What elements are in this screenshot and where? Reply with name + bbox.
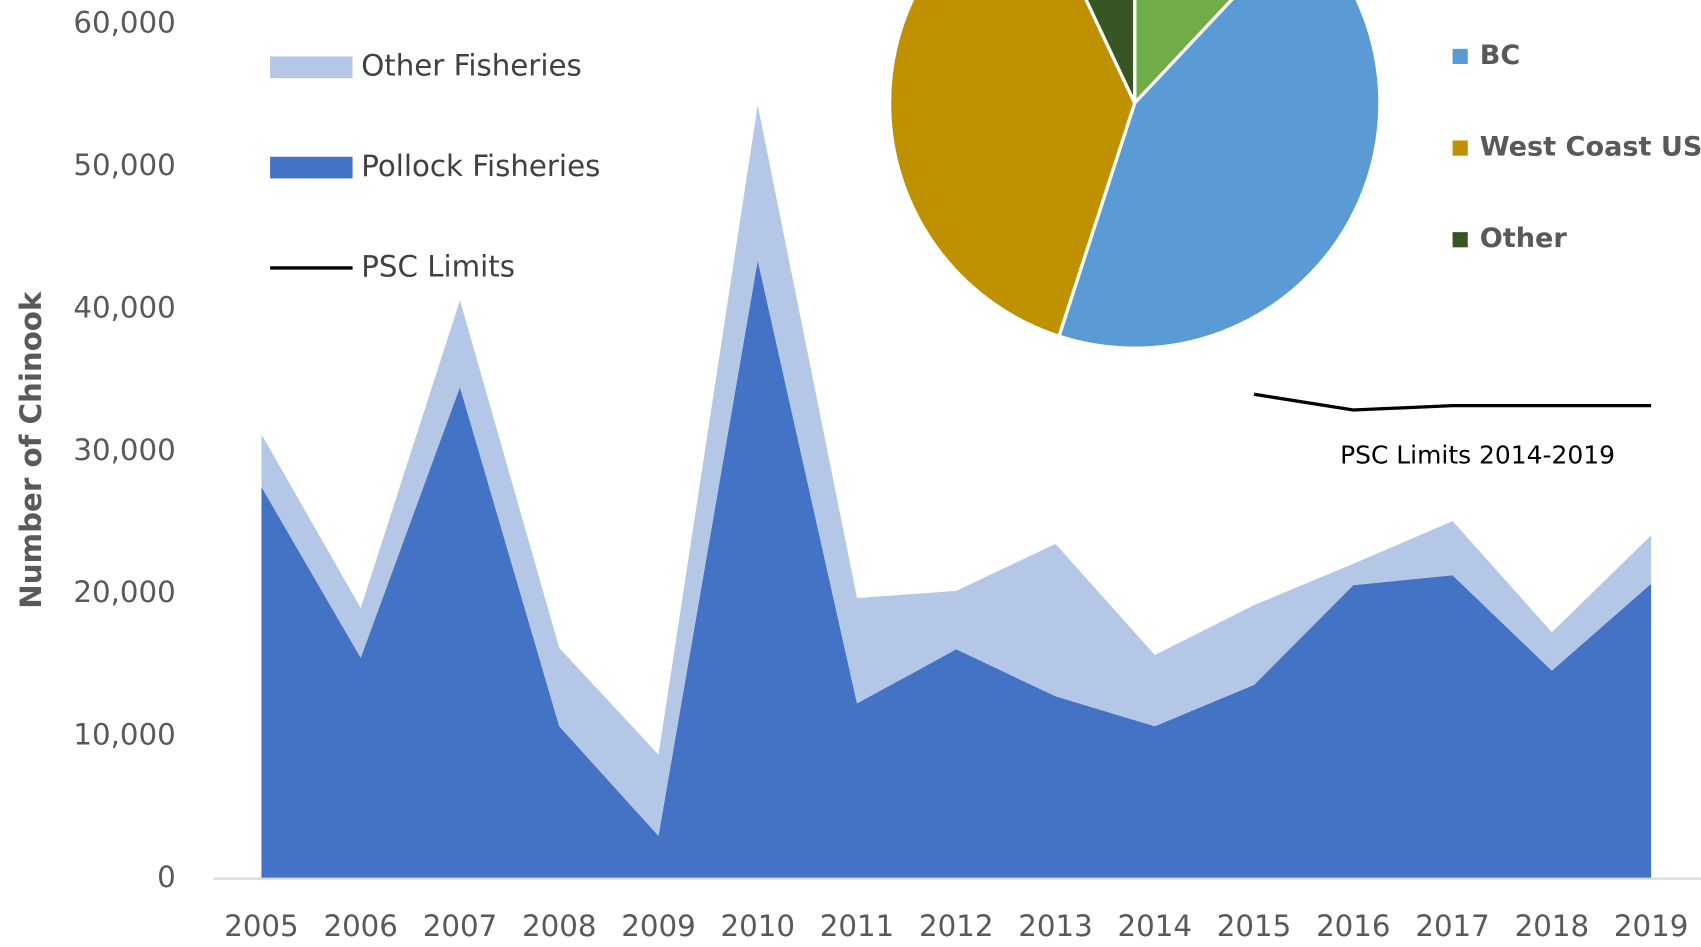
y-tick-label: 20,000	[73, 575, 175, 609]
legend-label: Pollock Fisheries	[361, 149, 600, 183]
y-tick-label: 0	[157, 860, 176, 894]
y-tick-label: 10,000	[73, 718, 175, 752]
legend-label: PSC Limits	[361, 249, 515, 283]
legend-label: West Coast US	[1480, 132, 1701, 163]
legend-label: Other Fisheries	[361, 49, 581, 83]
pie-slice	[887, 0, 1137, 339]
x-tick-label: 2013	[1018, 909, 1092, 943]
legend-swatch	[1452, 48, 1468, 65]
y-tick-label: 60,000	[73, 5, 175, 39]
pie-slice	[1133, 0, 1234, 108]
pie-slice	[1084, 0, 1137, 104]
x-tick-label: 2009	[621, 909, 695, 943]
y-tick-label: 40,000	[73, 290, 175, 324]
legend-swatch	[1452, 232, 1468, 248]
x-tick-label: 2017	[1415, 909, 1489, 943]
legend-swatch	[270, 156, 353, 179]
line	[1253, 392, 1652, 412]
area	[261, 260, 1652, 879]
legend-label: Other	[1480, 223, 1568, 254]
y-tick-label: 30,000	[73, 433, 175, 467]
x-tick-label: 2016	[1316, 909, 1390, 943]
x-tick-label: 2018	[1515, 909, 1589, 943]
legend-swatch	[270, 56, 353, 79]
x-tick-label: 2015	[1217, 909, 1291, 943]
x-tick-label: 2010	[721, 909, 795, 943]
x-tick-label: 2012	[919, 909, 993, 943]
x-tick-label: 2014	[1118, 909, 1192, 943]
legend-label: BC	[1480, 40, 1521, 71]
x-tick-label: 2008	[522, 909, 596, 943]
legend-swatch	[1452, 140, 1468, 156]
x-tick-label: 2005	[224, 909, 298, 943]
y-axis-label: Number of Chinook	[14, 290, 48, 609]
y-tick-label: 50,000	[73, 148, 175, 182]
x-tick-label: 2019	[1614, 909, 1688, 943]
x-tick-label: 2006	[323, 909, 397, 943]
annotation: PSC Limits 2014-2019	[1340, 441, 1615, 470]
x-tick-label: 2007	[423, 909, 497, 943]
x-tick-label: 2011	[820, 909, 894, 943]
pie-slice	[1056, 0, 1382, 350]
